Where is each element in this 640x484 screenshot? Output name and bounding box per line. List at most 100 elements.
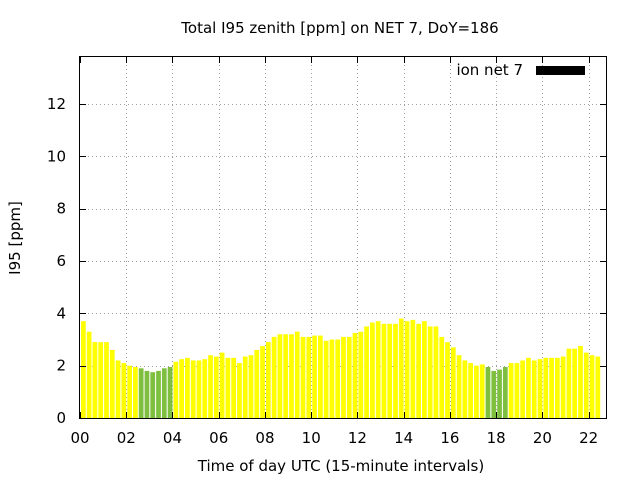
bar [485,366,491,418]
bar [439,336,445,418]
bar [497,369,502,418]
bar [254,349,260,418]
x-tick-label: 22 [579,429,598,447]
bar [381,323,387,418]
bar [81,321,86,418]
bar [445,342,450,418]
bar [127,365,132,418]
y-tick-label: 10 [47,147,66,165]
bar [231,357,237,418]
x-tick-label: 04 [163,429,182,447]
y-tick-labels: 0 2 4 6 8 10 12 [47,95,66,427]
bar [526,357,531,418]
bar [277,334,283,418]
bar [133,366,138,418]
bar [566,348,572,418]
bar [474,365,479,418]
bar-series [81,318,601,418]
legend: ion net 7 [456,61,585,79]
bar [92,342,98,418]
bar [219,352,225,418]
bar [156,370,161,418]
bar [179,359,184,418]
bar [352,332,358,418]
bar [329,339,335,418]
bar [427,326,433,418]
bar [531,360,537,418]
x-tick-label: 06 [209,429,228,447]
x-tick-labels: 00 02 04 06 08 10 12 14 16 18 20 22 [70,429,598,447]
bar [578,346,583,418]
bar [520,360,526,418]
x-tick-label: 12 [348,429,367,447]
bar [554,357,560,418]
bar [208,355,213,418]
bar [514,363,520,418]
bar [543,357,549,418]
bar [265,342,271,418]
bar [375,321,381,418]
bar [422,321,427,418]
bar [115,360,121,418]
bar [479,364,485,418]
x-tick-label: 02 [117,429,136,447]
y-tick-label: 12 [47,95,66,113]
bar [456,355,462,418]
y-tick-label: 2 [56,357,66,375]
y-tick-label: 4 [56,304,66,322]
x-tick-label: 16 [440,429,459,447]
bar [595,356,601,418]
bar [335,339,341,418]
bar [138,368,144,418]
bar [508,363,514,418]
x-tick-label: 00 [70,429,89,447]
bar [398,318,404,418]
bar [289,334,294,418]
y-tick-label: 0 [56,409,66,427]
y-tick-label: 6 [56,252,66,270]
bar [468,363,474,418]
bar [202,359,208,418]
bar [370,322,375,418]
grid-lines [80,57,606,418]
bar [491,370,497,418]
bar [144,370,150,418]
bar [167,366,173,418]
y-axis-label: I95 [ppm] [6,201,24,275]
bar [549,357,554,418]
bar [213,356,219,418]
chart-title: Total I95 zenith [ppm] on NET 7, DoY=186 [180,19,498,37]
bar [589,355,595,418]
bar [433,326,439,418]
x-axis-label: Time of day UTC (15-minute intervals) [197,457,484,475]
bar [583,352,589,418]
bar [312,335,317,418]
bar [306,336,312,418]
bar [387,323,393,418]
bar [225,357,231,418]
bar [294,331,300,418]
bar [161,368,167,418]
bar [364,326,369,418]
bar [346,336,352,418]
y-tick-label: 8 [56,200,66,218]
bar [173,361,179,418]
legend-label: ion net 7 [456,61,523,79]
bar [416,323,421,418]
bar [121,363,127,418]
bar [98,342,104,418]
bar [271,336,277,418]
bar [185,357,190,418]
x-tick-label: 10 [302,429,321,447]
bar [393,323,398,418]
bar [323,340,329,418]
bar [260,346,265,418]
bar [196,360,202,418]
bar [86,331,92,418]
bar [242,356,248,418]
bar [109,349,115,418]
x-tick-label: 08 [255,429,274,447]
bar [237,363,242,418]
